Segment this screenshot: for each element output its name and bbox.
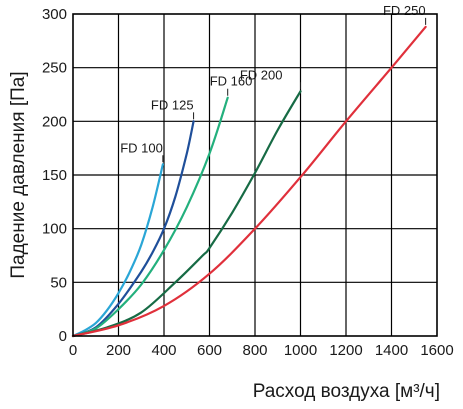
y-tick-label: 250 [42, 60, 67, 77]
series-line-fd-125 [71, 120, 195, 338]
y-axis-title: Падение давления [Па] [8, 71, 29, 278]
x-tick-label: 800 [242, 342, 267, 359]
x-tick-label: 0 [69, 342, 77, 359]
x-axis-title: Расход воздуха [м³/ч] [253, 381, 440, 402]
x-tick-label: 1600 [420, 342, 453, 359]
series-line-fd-160 [71, 96, 229, 338]
series-line-fd-250 [71, 25, 427, 338]
series-label-fd-200: FD 200 [240, 67, 283, 82]
y-tick-label: 0 [59, 328, 67, 345]
series-line-fd-100 [71, 163, 164, 338]
series-line-fd-200 [71, 90, 302, 338]
x-tick-label: 1200 [329, 342, 362, 359]
x-tick-label: 400 [151, 342, 176, 359]
y-tick-label: 150 [42, 167, 67, 184]
x-tick-label: 600 [197, 342, 222, 359]
y-tick-label: 50 [50, 274, 67, 291]
x-tick-label: 200 [106, 342, 131, 359]
y-tick-label: 200 [42, 113, 67, 130]
y-tick-label: 100 [42, 221, 67, 238]
series-lines [71, 25, 427, 338]
series-label-fd-100: FD 100 [120, 140, 163, 155]
y-tick-label: 300 [42, 6, 67, 23]
x-tick-label: 1000 [284, 342, 317, 359]
y-tick-labels: 0 50 100 150 200 250 300 [42, 6, 67, 345]
series-label-fd-125: FD 125 [151, 97, 194, 112]
x-tick-labels: 0 200 400 600 800 1000 1200 1400 1600 [69, 342, 454, 359]
series-label-fd-250: FD 250 [383, 3, 426, 18]
plot-frame [72, 13, 438, 337]
series-label-fd-160: FD 160 [210, 74, 253, 89]
x-tick-label: 1400 [375, 342, 408, 359]
